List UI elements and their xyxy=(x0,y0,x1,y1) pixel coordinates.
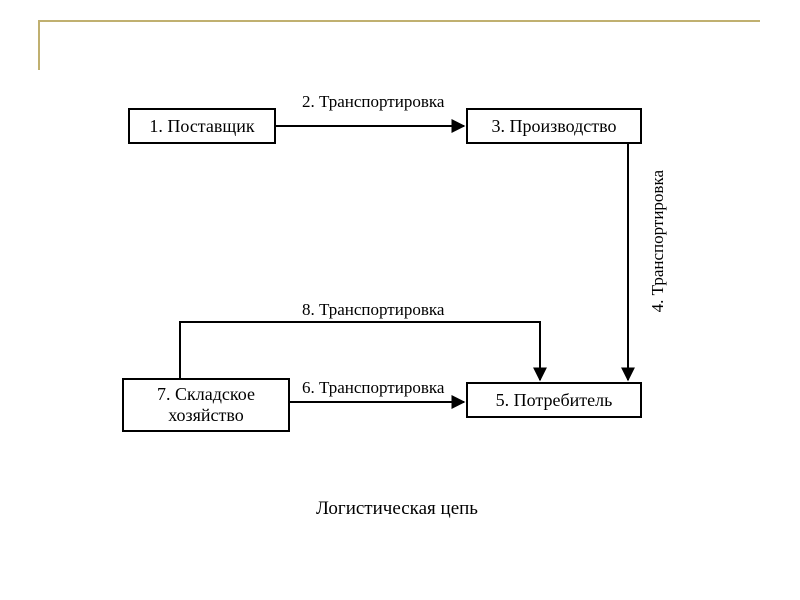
diagram-caption: Логистическая цепь xyxy=(316,498,478,520)
node-supplier: 1. Поставщик xyxy=(128,108,276,144)
edge-label-4: 4. Транспортировка xyxy=(648,170,668,312)
diagram-canvas: 1. Поставщик 3. Производство 5. Потребит… xyxy=(0,0,800,600)
node-consumer: 5. Потребитель xyxy=(466,382,642,418)
edge-label-6: 6. Транспортировка xyxy=(302,378,444,398)
node-production: 3. Производство xyxy=(466,108,642,144)
edge-8-arrow xyxy=(180,322,540,380)
node-warehouse: 7. Складское хозяйство xyxy=(122,378,290,432)
decorative-corner xyxy=(38,20,760,70)
edge-label-2: 2. Транспортировка xyxy=(302,92,444,112)
edge-label-8: 8. Транспортировка xyxy=(302,300,444,320)
